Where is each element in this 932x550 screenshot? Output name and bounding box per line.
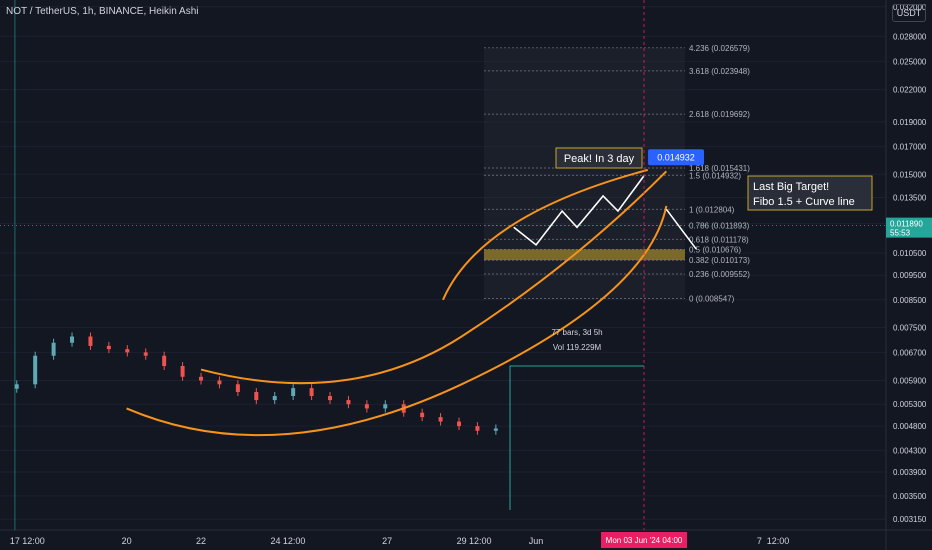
- candle-body: [14, 384, 19, 389]
- fibonacci-level-label: 0.786 (0.011893): [689, 222, 750, 231]
- projection-path-up: [513, 175, 645, 246]
- candle-body: [309, 388, 314, 397]
- candle-body: [125, 349, 130, 353]
- x-tick-label: 12:00: [469, 536, 492, 546]
- peak-annotation: Peak! In 3 day: [564, 153, 635, 165]
- y-tick-label: 0.007500: [893, 323, 927, 332]
- candle-body: [70, 336, 75, 343]
- target-annotation-line1: Last Big Target!: [753, 181, 829, 193]
- fibonacci-level-label: 1.5 (0.014932): [689, 171, 741, 180]
- y-tick-label: 0.003500: [893, 492, 927, 501]
- y-tick-label: 0.003150: [893, 515, 927, 524]
- current-price-tag: [886, 217, 932, 238]
- fibonacci-area: [483, 47, 685, 299]
- candle-body: [88, 336, 93, 346]
- target-annotation-box: [747, 175, 873, 211]
- measure-volume-label: Vol 119.229M: [553, 343, 602, 352]
- candle-body: [383, 404, 388, 409]
- y-tick-label: 0.004300: [893, 446, 927, 455]
- x-tick-label: 17: [10, 536, 20, 546]
- candle-body: [457, 421, 462, 427]
- candle-body: [235, 384, 240, 393]
- candle-body: [217, 380, 222, 385]
- fibonacci-level-label: 0.236 (0.009552): [689, 270, 750, 279]
- y-tick-label: 0.025000: [893, 57, 927, 66]
- y-tick-label: 0.005900: [893, 377, 927, 386]
- fibonacci-level-label: 0.618 (0.011178): [689, 235, 749, 244]
- y-tick-label: 0.019000: [893, 118, 927, 127]
- fibonacci-level-label: 1 (0.012804): [689, 205, 735, 214]
- x-tick-label: 20: [122, 536, 132, 546]
- current-price-label: 0.011890: [890, 220, 923, 229]
- candle-body: [328, 396, 333, 401]
- x-tick-label: 29: [457, 536, 467, 546]
- candle-body: [51, 342, 56, 356]
- curve-line-upper: [442, 168, 649, 301]
- candle-body: [493, 428, 498, 431]
- fibonacci-level-label: 1.618 (0.015431): [689, 164, 750, 173]
- fibonacci-level-label: 0 (0.008547): [689, 295, 735, 304]
- x-tick-label: 7: [757, 536, 762, 546]
- candle-body: [143, 352, 148, 356]
- candle-body: [33, 355, 38, 385]
- peak-annotation-box: [555, 147, 643, 169]
- date-marker-label: Mon 03 Jun '24 04:00: [606, 536, 683, 545]
- fibonacci-level-label: 0.5 (0.010676): [689, 245, 741, 254]
- candle-body: [346, 400, 351, 405]
- countdown-label: 55:53: [890, 229, 911, 238]
- x-tick-label: 12:00: [22, 536, 45, 546]
- y-tick-label: 0.009500: [893, 271, 927, 280]
- candle-body: [364, 404, 369, 409]
- target-price-label: 0.014932: [657, 152, 695, 162]
- symbol-header[interactable]: NOT / TetherUS, 1h, BINANCE, Heikin Ashi: [6, 6, 199, 17]
- measure-bars-label: 77 bars, 3d 5h: [551, 328, 602, 337]
- y-tick-label: 0.015000: [893, 170, 927, 179]
- support-zone: [483, 249, 685, 261]
- fibonacci-level-label: 0.382 (0.010173): [689, 256, 750, 265]
- curve-line-lower: [126, 205, 668, 437]
- target-annotation-line2: Fibo 1.5 + Curve line: [753, 196, 855, 208]
- x-tick-label: 24: [270, 536, 280, 546]
- y-tick-label: 0.008500: [893, 296, 927, 305]
- y-tick-label: 0.017000: [893, 143, 927, 152]
- fibonacci-level-label: 3.618 (0.023948): [689, 67, 750, 76]
- y-tick-label: 0.006700: [893, 348, 927, 357]
- candle-body: [106, 345, 111, 350]
- y-tick-label: 0.003900: [893, 468, 927, 477]
- measure-bracket: [509, 365, 645, 510]
- curve-line-middle: [200, 170, 668, 385]
- y-tick-label: 0.005300: [893, 400, 927, 409]
- y-tick-label: 0.004800: [893, 422, 927, 431]
- y-tick-label: 0.028000: [893, 32, 927, 41]
- projection-path-down: [665, 208, 697, 250]
- candle-body: [291, 388, 296, 397]
- y-tick-label: 0.032000: [893, 3, 927, 12]
- candle-body: [254, 392, 259, 401]
- x-tick-label: 27: [382, 536, 392, 546]
- x-tick-label: 12:00: [767, 536, 790, 546]
- y-tick-label: 0.010500: [893, 249, 927, 258]
- candle-body: [180, 366, 185, 377]
- candle-body: [420, 412, 425, 418]
- candle-body: [475, 426, 480, 431]
- y-tick-label: 0.022000: [893, 86, 927, 95]
- candle-body: [162, 355, 167, 367]
- date-marker-tag: [601, 532, 688, 548]
- x-tick-label: 22: [196, 536, 206, 546]
- target-price-tag: [648, 149, 705, 166]
- fibonacci-level-label: 4.236 (0.026579): [689, 44, 750, 53]
- x-tick-label: Jun: [529, 536, 544, 546]
- x-tick-label: 12:00: [283, 536, 306, 546]
- candle-body: [272, 396, 277, 401]
- candle-body: [438, 417, 443, 422]
- fibonacci-level-label: 2.618 (0.019692): [689, 110, 750, 119]
- currency-badge[interactable]: USDT: [892, 4, 926, 22]
- candle-body: [199, 376, 204, 381]
- y-tick-label: 0.013500: [893, 194, 927, 203]
